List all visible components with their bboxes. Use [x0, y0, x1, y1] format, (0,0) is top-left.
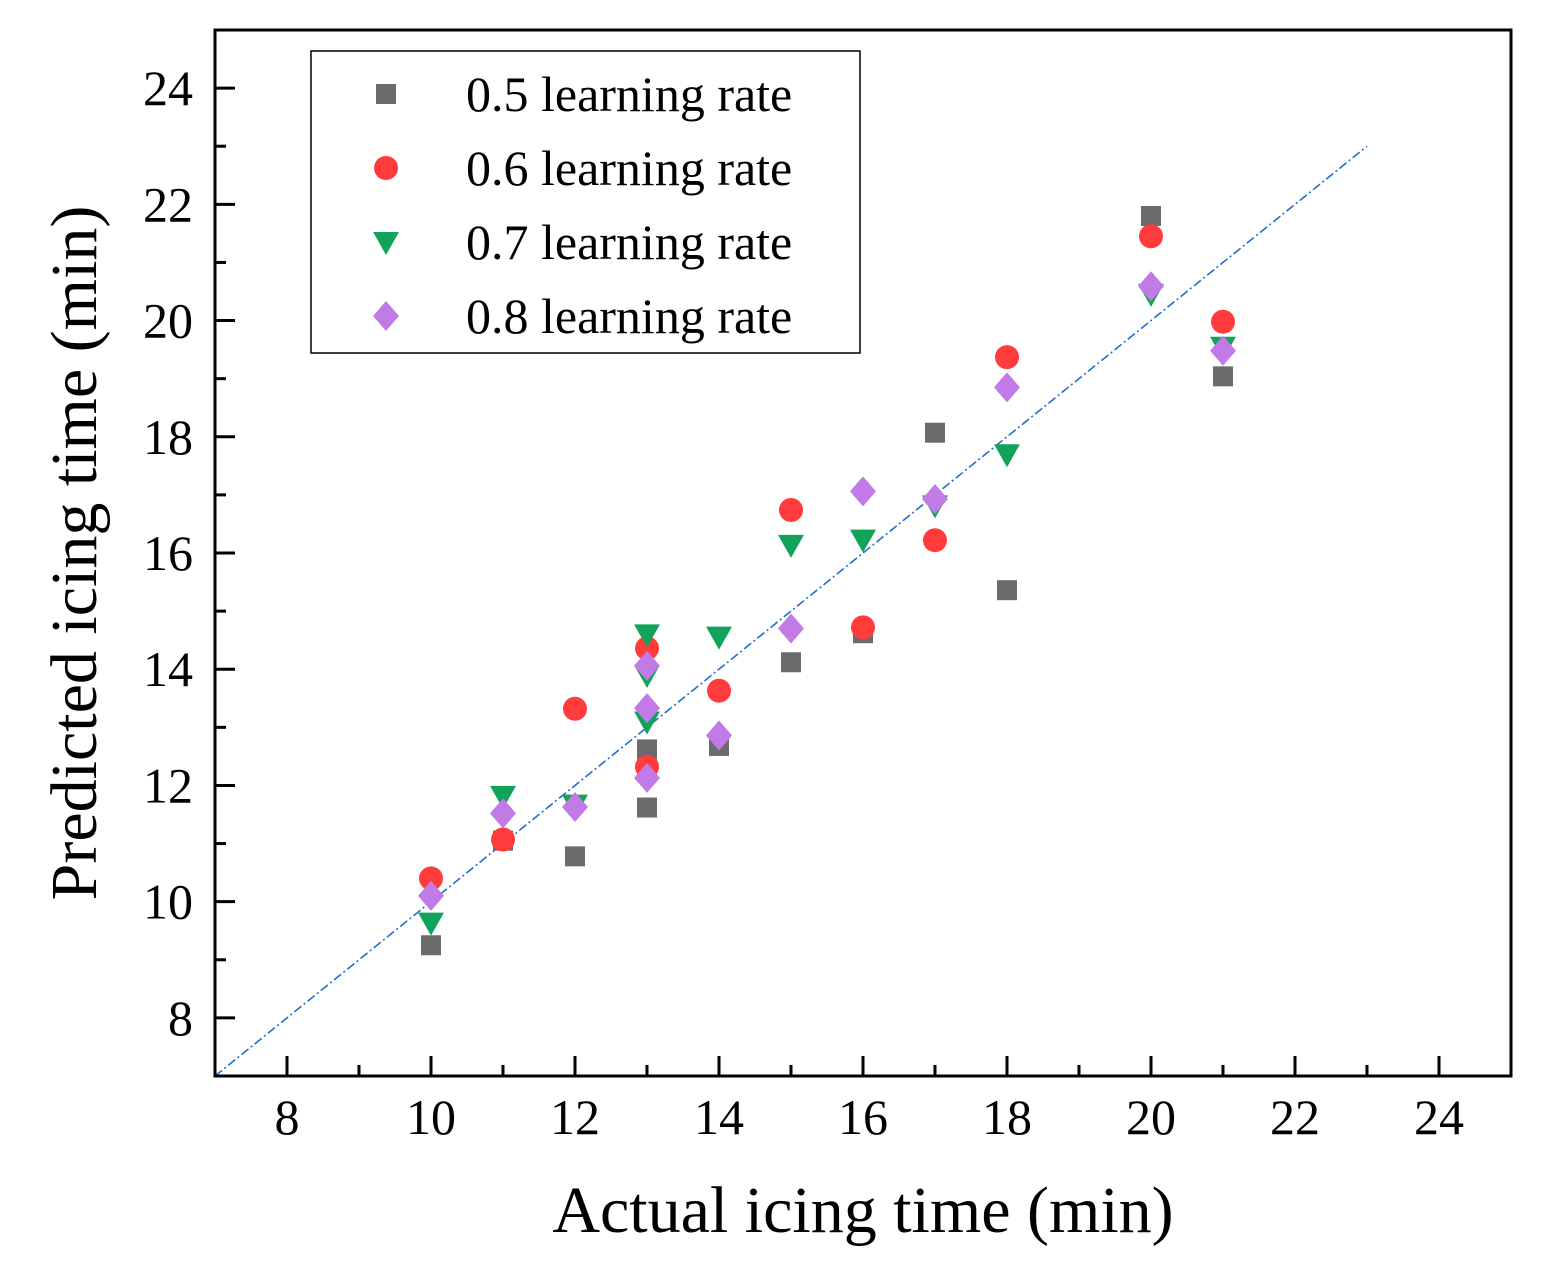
data-point	[635, 636, 659, 661]
x-tick-label: 20	[1126, 1089, 1176, 1145]
y-tick-label: 14	[143, 641, 193, 697]
x-axis-title: Actual icing time (min)	[552, 1174, 1173, 1247]
data-point	[634, 650, 660, 681]
data-point	[923, 528, 947, 553]
legend: 0.5 learning rate 0.6 learning rate 0.7 le…	[310, 50, 861, 354]
data-point	[850, 529, 876, 553]
x-tick-label: 8	[275, 1089, 300, 1145]
y-axis: 8 10 12 14 16 18 20 22 24	[143, 60, 235, 1046]
data-point	[994, 444, 1020, 468]
data-point	[706, 626, 732, 650]
data-point	[781, 652, 801, 673]
y-tick-label: 18	[143, 409, 193, 465]
y-tick-label: 10	[143, 874, 193, 930]
legend-label: 0.7 learning rate	[466, 214, 792, 270]
data-point	[778, 534, 804, 558]
reference-line	[214, 145, 1368, 1077]
x-tick-label: 16	[838, 1089, 888, 1145]
y-tick-label: 22	[143, 176, 193, 232]
y-tick-label: 8	[168, 990, 193, 1046]
data-point	[490, 785, 516, 809]
data-point	[1211, 309, 1235, 334]
legend-marker	[374, 156, 398, 180]
data-point	[1210, 335, 1236, 366]
data-point	[637, 739, 657, 760]
data-point	[922, 483, 948, 514]
legend-marker	[376, 84, 396, 104]
data-point	[1138, 271, 1164, 302]
y-axis-title: Predicted icing time (min)	[38, 206, 111, 901]
data-point	[1139, 224, 1163, 249]
legend-marker	[373, 301, 399, 331]
data-point	[707, 678, 731, 703]
data-point	[563, 696, 587, 721]
legend-marker	[373, 232, 399, 255]
y-tick-label: 24	[143, 60, 193, 116]
legend-box	[310, 50, 861, 354]
data-point	[1141, 205, 1161, 226]
x-tick-label: 14	[694, 1089, 744, 1145]
data-point	[634, 762, 660, 793]
data-point	[1213, 366, 1233, 387]
data-point	[418, 880, 444, 911]
data-point	[997, 580, 1017, 601]
x-tick-label: 22	[1270, 1089, 1320, 1145]
legend-label: 0.8 learning rate	[466, 288, 792, 344]
x-tick-label: 24	[1414, 1089, 1464, 1145]
data-point	[491, 827, 515, 852]
series-4	[418, 271, 1236, 911]
data-point	[418, 912, 444, 936]
x-tick-label: 10	[406, 1089, 456, 1145]
data-point	[634, 693, 660, 724]
series-3	[418, 283, 1236, 936]
data-point	[637, 797, 657, 818]
x-tick-label: 18	[982, 1089, 1032, 1145]
data-point	[778, 613, 804, 644]
data-point	[419, 866, 443, 891]
data-point	[925, 422, 945, 443]
data-points-layer	[418, 205, 1236, 956]
legend-label: 0.5 learning rate	[466, 66, 792, 122]
y-tick-label: 20	[143, 293, 193, 349]
legend-label: 0.6 learning rate	[466, 140, 792, 196]
data-point	[490, 798, 516, 829]
y-tick-label: 16	[143, 525, 193, 581]
data-point	[779, 497, 803, 522]
data-point	[994, 372, 1020, 403]
data-point	[421, 935, 441, 956]
reference-line-layer	[214, 145, 1368, 1077]
data-point	[851, 615, 875, 640]
x-tick-label: 12	[550, 1089, 600, 1145]
data-point	[706, 720, 732, 751]
series-2	[419, 224, 1235, 891]
data-point	[565, 846, 585, 867]
data-point	[562, 791, 588, 822]
x-axis: 8 10 12 14 16 18 20 22 24	[275, 1056, 1464, 1145]
data-point	[634, 624, 660, 648]
data-point	[995, 345, 1019, 370]
data-point	[850, 476, 876, 507]
y-tick-label: 12	[143, 757, 193, 813]
